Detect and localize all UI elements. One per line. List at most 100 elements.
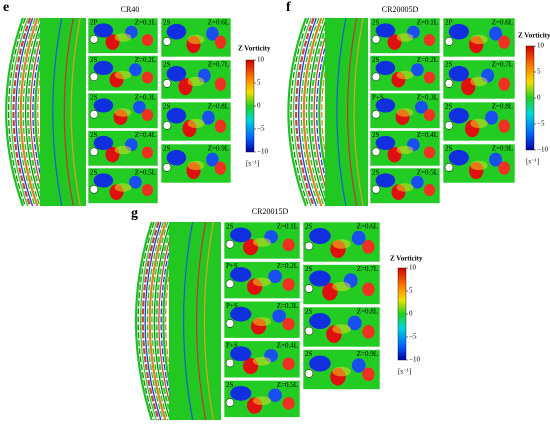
cylinder: [304, 241, 314, 251]
negative-vortex: [166, 65, 187, 82]
wake-mode: 2S: [226, 381, 234, 389]
vortex-halo: [470, 118, 488, 129]
cylinder: [371, 185, 381, 194]
vortex-halo: [252, 277, 272, 287]
vortex-halo: [114, 33, 132, 42]
wake-arc: [155, 221, 174, 421]
wake-band: [52, 17, 63, 207]
wake-mode: P+S: [226, 302, 238, 310]
negative-vortex: [489, 26, 503, 41]
wake-arc: [7, 17, 26, 207]
positive-vortex: [362, 282, 375, 297]
wake-arc: [300, 17, 320, 207]
z-position: Z=0.3L: [417, 94, 438, 102]
colorbar-unit: [s⁻¹]: [526, 158, 539, 166]
wake-arc: [287, 17, 308, 207]
wake-arc: [158, 221, 176, 421]
negative-vortex: [166, 149, 187, 166]
vortex-halo: [187, 118, 205, 129]
positive-vortex: [498, 161, 510, 175]
colorbar-tick-label: 0: [537, 94, 541, 102]
wake-arc: [137, 221, 155, 421]
positive-vortex: [362, 367, 375, 382]
vortex-halo: [396, 108, 414, 117]
cylinder: [371, 110, 381, 119]
z-position: Z=0.2L: [417, 56, 438, 64]
positive-vortex: [214, 35, 227, 49]
cylinder: [89, 110, 99, 119]
vorticity-panel: P+S Z=0.3L: [223, 300, 301, 339]
z-position: Z=0.8L: [357, 308, 378, 316]
negative-vortex: [230, 306, 252, 322]
z-position: Z=0.7L: [357, 265, 378, 273]
positive-vortex: [498, 35, 510, 49]
wake-arc: [26, 17, 46, 207]
z-position: Z=0.5L: [135, 169, 156, 177]
negative-vortex: [448, 149, 469, 166]
wake-band: [70, 17, 81, 207]
wake-strip: [169, 222, 221, 420]
wake-arc: [15, 17, 34, 207]
negative-vortex: [309, 270, 331, 287]
positive-vortex: [214, 161, 227, 175]
wake-arc: [22, 17, 41, 207]
vorticity-panel: 2P Z=0.6L: [442, 17, 516, 58]
wake-arc: [5, 17, 24, 207]
vortex-halo: [114, 70, 132, 80]
vortex-halo: [470, 160, 488, 171]
negative-vortex: [448, 107, 469, 124]
colorbar-tick-label: −5: [537, 120, 545, 128]
wake-mode: 2S: [90, 169, 98, 177]
z-position: Z=0.7L: [208, 61, 229, 69]
positive-vortex: [498, 77, 510, 91]
positive-vortex: [282, 278, 295, 291]
positive-vortex: [423, 146, 436, 159]
wake-band: [353, 17, 364, 207]
negative-vortex: [448, 65, 469, 82]
positive-vortex: [282, 238, 295, 252]
figure-label: e: [3, 0, 9, 15]
colorbar-tick-label: 5: [409, 287, 413, 295]
z-position: Z=0.2L: [135, 56, 156, 64]
wake-mode: P+S: [226, 341, 238, 349]
vortex-halo: [252, 237, 272, 247]
wake-arc: [153, 221, 171, 421]
cylinder: [225, 279, 235, 289]
wake-arc: [139, 221, 157, 421]
vortex-halo: [114, 108, 132, 117]
negative-vortex: [489, 152, 503, 167]
cylinder: [444, 121, 454, 130]
cylinder: [304, 326, 314, 336]
positive-vortex: [141, 146, 154, 159]
vortex-halo: [332, 366, 351, 377]
cylinder: [444, 163, 454, 172]
wake-arc: [295, 17, 315, 207]
cylinder: [225, 239, 235, 249]
vortex-halo: [396, 145, 414, 155]
wake-band: [203, 221, 214, 421]
wake-arc: [144, 221, 162, 421]
z-position: Z=0.9L: [357, 350, 378, 358]
z-position: Z=0.8L: [492, 103, 513, 111]
vorticity-panel: P+S Z=0.2L: [223, 261, 301, 299]
negative-vortex: [375, 135, 396, 151]
negative-vortex: [93, 23, 114, 38]
vorticity-panel: 2S Z=0.6L: [160, 17, 232, 58]
vorticity-panel: 2P Z=0.1L: [87, 17, 159, 54]
positive-vortex: [362, 240, 375, 254]
vortex-halo: [332, 324, 351, 334]
vortex-halo: [187, 76, 205, 87]
colorbar-tick-label: 5: [257, 79, 261, 87]
vorticity-panel: 2S Z=0.7L: [302, 264, 381, 305]
wake-arc: [151, 221, 169, 421]
vorticity-panel: 2S Z=0.5L: [87, 167, 159, 204]
negative-vortex: [485, 110, 499, 125]
wake-mode: P+S: [372, 94, 384, 102]
vorticity-panel: 2S Z=0.6L: [302, 221, 381, 263]
vorticity-panel: 2S Z=0.4L: [369, 130, 441, 167]
wake-mode: 2S: [90, 94, 98, 102]
vorticity-panel: 2S Z=0.9L: [442, 143, 516, 184]
wake-mode: 2S: [372, 169, 380, 177]
z-position: Z=0.2L: [277, 262, 298, 270]
vortex-halo: [396, 183, 414, 192]
